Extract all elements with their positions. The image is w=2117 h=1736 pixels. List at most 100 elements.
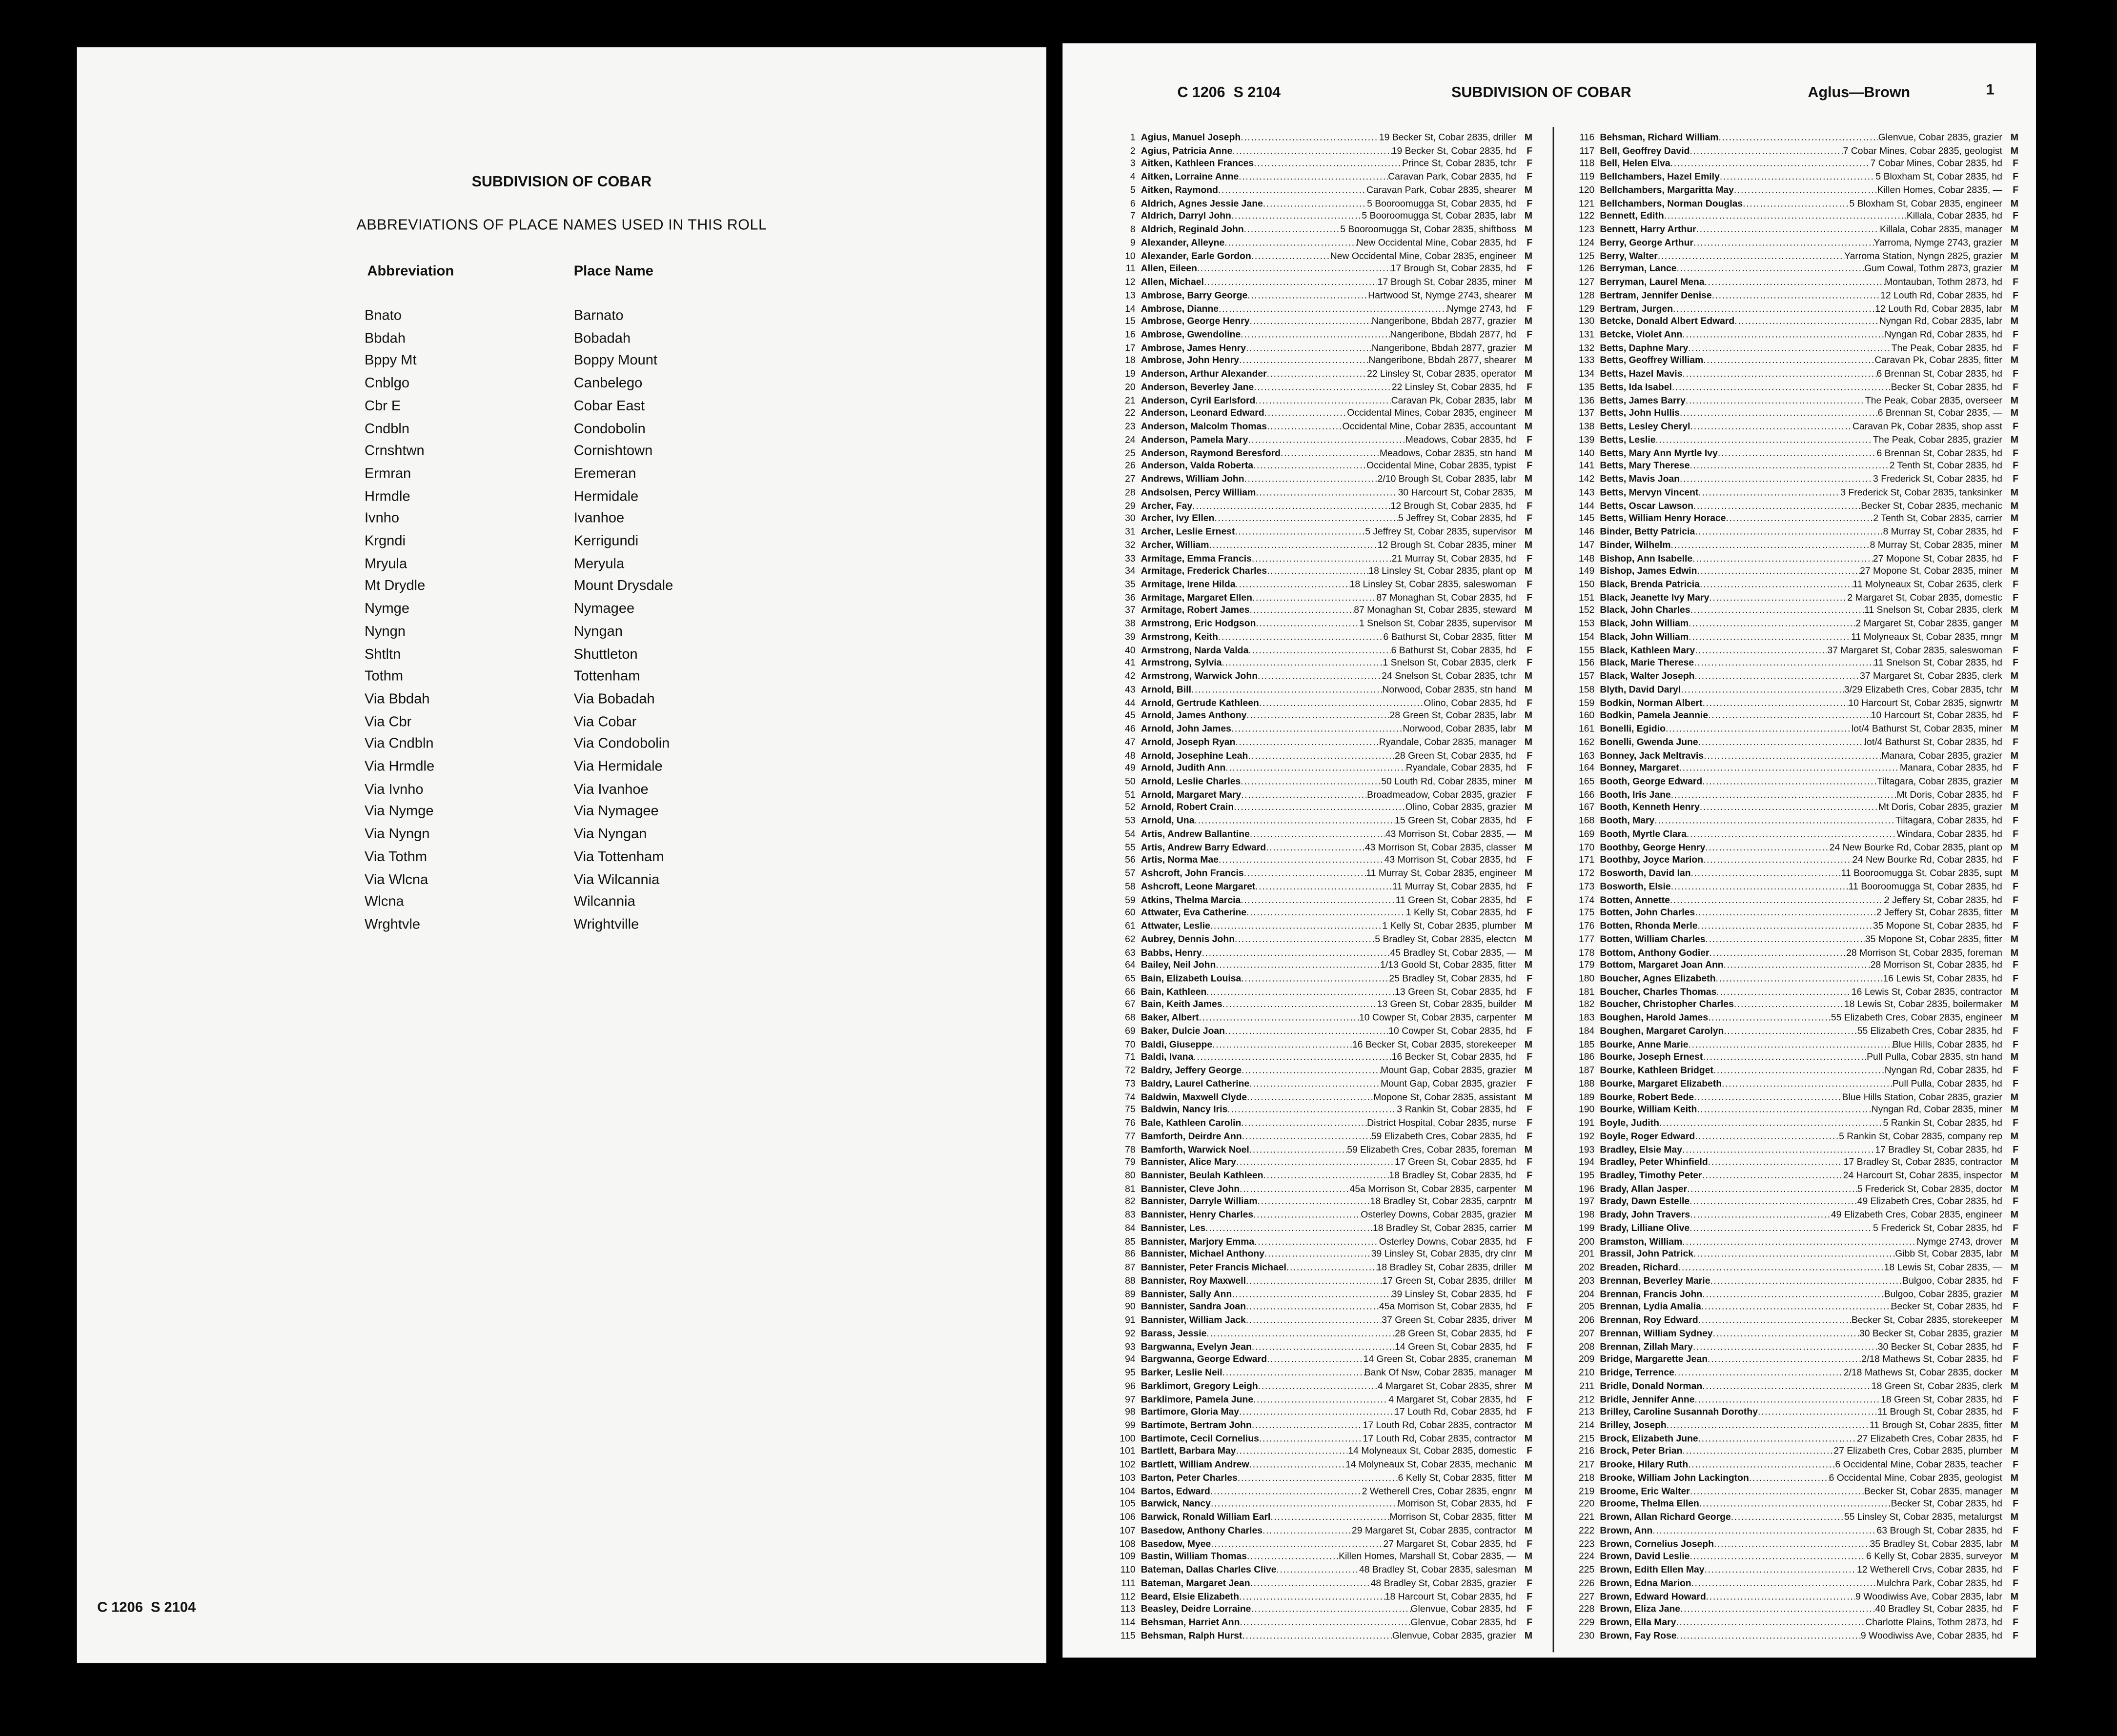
roll-entry: 96 Barklimort, Gregory Leigh 4 Margaret St… <box>1114 1381 1532 1394</box>
sex: F <box>1527 462 1533 472</box>
sex: F <box>2013 1027 2019 1037</box>
abbreviation: Bnato <box>364 307 402 324</box>
roll-entry: 30 Archer, Ivy Ellen 5 Jeffrey St, Cobar 2… <box>1114 513 1532 526</box>
dot-leader <box>1193 1052 1391 1065</box>
address-occupation: 28 Green St, Cobar 2835, labr <box>1389 711 1516 722</box>
roll-entry: 135 Betts, Ida Isabel Becker St, Cobar 283… <box>1573 382 2018 395</box>
entry-number: 103 <box>1120 1474 1136 1484</box>
address-occupation: Nangeribone, Bbdah 2877, grazier <box>1371 317 1516 327</box>
entry-number: 182 <box>1579 1001 1595 1010</box>
dot-leader <box>1238 1473 1398 1486</box>
dot-leader <box>1652 1525 1876 1538</box>
sex: M <box>2010 304 2019 314</box>
sex: M <box>2010 1290 2019 1300</box>
abbreviation: Crnshtwn <box>364 443 425 460</box>
entry-number: 205 <box>1579 1303 1595 1313</box>
entry-number: 201 <box>1579 1251 1595 1260</box>
roll-entry: 172 Bosworth, David Ian 11 Booroomugga St,… <box>1573 868 2018 881</box>
dot-leader <box>1236 1157 1395 1171</box>
elector-name: Brown, Fay Rose <box>1600 1632 1677 1641</box>
sex: M <box>1524 409 1533 419</box>
dot-leader <box>1240 1617 1410 1630</box>
address-occupation: Killen Homes, Cobar 2835, — <box>1877 186 2002 196</box>
entry-number: 210 <box>1579 1369 1595 1378</box>
address-occupation: 10 Cowper St, Cobar 2835, carpenter <box>1359 1014 1516 1024</box>
sex: F <box>1527 173 1533 183</box>
entry-number: 225 <box>1579 1566 1595 1575</box>
roll-entry: 141 Betts, Mary Therese 2 Tenth St, Cobar … <box>1573 461 2018 474</box>
entry-number: 41 <box>1125 659 1136 669</box>
elector-name: Broome, Thelma Ellen <box>1600 1500 1699 1510</box>
dot-leader <box>1209 540 1378 553</box>
sex: F <box>2013 1395 2019 1405</box>
sex: F <box>1527 790 1533 800</box>
roll-entry: 225 Brown, Edith Ellen May 12 Wetherell Cr… <box>1573 1565 2018 1578</box>
elector-name: Arnold, Una <box>1140 817 1195 827</box>
sex: M <box>1524 922 1533 932</box>
entry-number: 202 <box>1579 1263 1595 1273</box>
dot-leader <box>1724 960 1871 973</box>
abbreviation: Bbdah <box>364 330 406 347</box>
dot-leader <box>1227 1105 1397 1118</box>
dot-leader <box>1240 1184 1349 1197</box>
entry-number: 207 <box>1579 1329 1595 1339</box>
dot-leader <box>1246 343 1372 356</box>
place-name: Via Cobar <box>573 713 637 730</box>
address-occupation: 6 Occidental Mine, Cobar 2835, teacher <box>1835 1460 2002 1471</box>
roll-entry: 29 Archer, Fay 12 Brough St, Cobar 2835, h… <box>1114 500 1532 513</box>
sex: F <box>2013 1224 2019 1234</box>
sex: F <box>1527 764 1533 774</box>
entry-number: 56 <box>1125 856 1136 866</box>
roll-entry: 48 Arnold, Josephine Leah 28 Green St, Cob… <box>1114 750 1532 763</box>
entry-number: 215 <box>1579 1434 1595 1444</box>
sex: M <box>1524 686 1533 695</box>
sex: M <box>1524 527 1533 538</box>
elector-name: Betts, Ida Isabel <box>1600 383 1672 393</box>
elector-name: Bannister, Marjory Emma <box>1140 1237 1255 1247</box>
address-occupation: 22 Linsley St, Cobar 2835, operator <box>1367 370 1516 380</box>
sex: M <box>1524 291 1533 301</box>
entry-number: 32 <box>1125 541 1136 551</box>
roll-entry: 109 Bastin, William Thomas Killen Homes, M… <box>1114 1552 1532 1565</box>
address-occupation: 28 Green St, Cobar 2835, hd <box>1395 1329 1516 1339</box>
elector-name: Bonney, Margaret <box>1600 764 1679 774</box>
elector-name: Bridle, Donald Norman <box>1600 1382 1703 1392</box>
roll-entry: 103 Barton, Peter Charles 6 Kelly St, Coba… <box>1114 1473 1532 1486</box>
sex: F <box>2013 475 2019 485</box>
dot-leader <box>1698 1315 1852 1328</box>
address-occupation: 5 Booroomugga St, Cobar 2835, shiftboss <box>1340 225 1516 235</box>
elector-name: Ambrose, George Henry <box>1140 317 1250 327</box>
roll-entry: 41 Armstrong, Sylvia 1 Snelson St, Cobar 2… <box>1114 658 1532 671</box>
entry-number: 222 <box>1579 1526 1595 1536</box>
address-occupation: 2 Tenth St, Cobar 2835, hd <box>1889 462 2002 472</box>
entry-number: 46 <box>1125 725 1136 735</box>
dot-leader <box>1690 1223 1873 1236</box>
roll-entry: 226 Brown, Edna Marion Mulchra Park, Cobar… <box>1573 1578 2018 1591</box>
left-page: SUBDIVISION OF COBAR ABBREVIATIONS OF PL… <box>77 47 1047 1663</box>
dot-leader <box>1695 526 1883 540</box>
entry-number: 95 <box>1125 1369 1136 1378</box>
address-occupation: 5 Bradley St, Cobar 2835, electcn <box>1375 935 1516 945</box>
elector-name: Boyle, Judith <box>1600 1119 1660 1129</box>
sex: M <box>2010 869 2019 879</box>
address-occupation: Becker St, Cobar 2835, hd <box>1891 1303 2002 1313</box>
sex: M <box>2010 1382 2019 1392</box>
dot-leader <box>1202 947 1390 960</box>
sex: M <box>1524 1487 1533 1497</box>
dot-leader <box>1205 1223 1373 1236</box>
elector-name: Brady, Dawn Estelle <box>1600 1198 1690 1208</box>
dot-leader <box>1239 1591 1385 1604</box>
dot-leader <box>1197 263 1391 277</box>
sex: F <box>2013 711 2019 722</box>
entry-number: 3 <box>1130 160 1136 170</box>
entry-number: 139 <box>1579 436 1595 445</box>
entry-number: 169 <box>1579 830 1595 840</box>
entry-number: 184 <box>1579 1027 1595 1037</box>
address-occupation: Tiltagara, Cobar 2835, hd <box>1895 817 2002 827</box>
dot-leader <box>1687 828 1896 842</box>
roll-entry: 66 Bain, Kathleen 13 Green St, Cobar 2835,… <box>1114 987 1532 1000</box>
dot-leader <box>1249 1144 1347 1157</box>
elector-name: Bannister, Roy Maxwell <box>1140 1276 1246 1287</box>
dot-leader <box>1687 1184 1857 1197</box>
entry-number: 28 <box>1125 488 1136 498</box>
